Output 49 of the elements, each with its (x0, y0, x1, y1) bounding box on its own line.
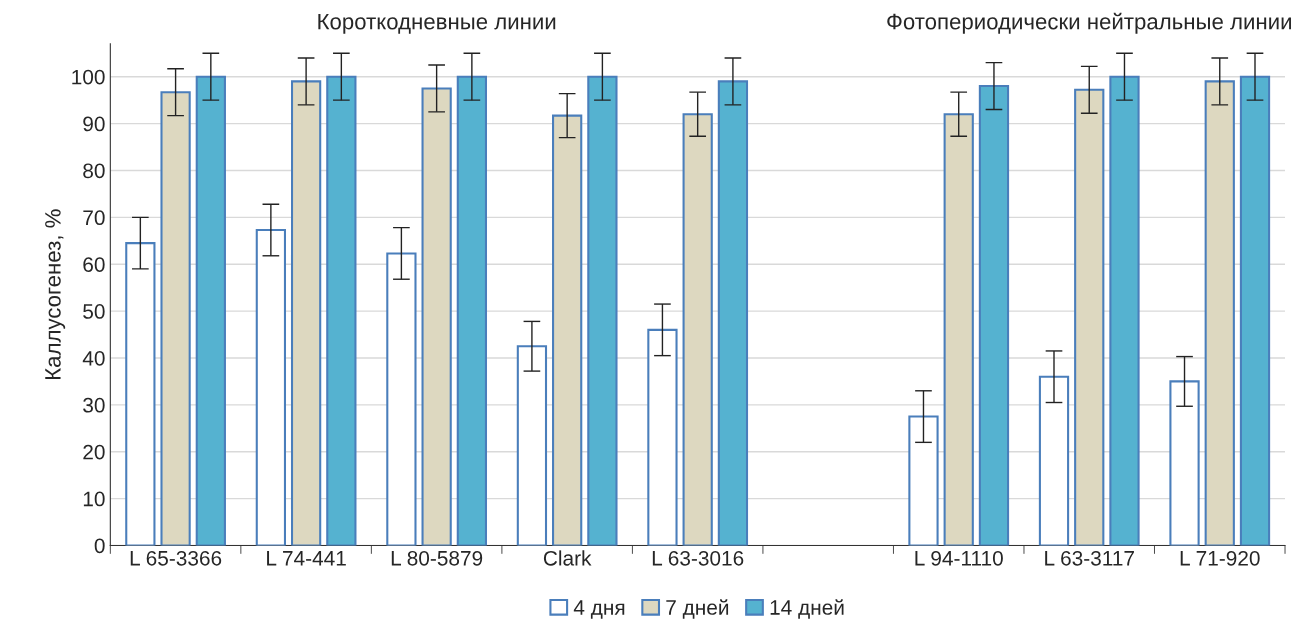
x-tick-label: L 71-920 (1180, 550, 1260, 566)
x-tick-label: L 94-1110 (915, 550, 1003, 566)
bar (587, 75, 618, 546)
bar (908, 415, 939, 546)
legend-label: 14 дней (770, 599, 844, 619)
bar (1109, 75, 1140, 546)
bar (456, 75, 488, 546)
text: Фотопериодически нейтральные линии (887, 12, 1291, 34)
bar (160, 91, 191, 546)
y-tick-label: 10 (83, 491, 105, 507)
y-tick-label: 100 (72, 69, 105, 85)
y-tick-label: 50 (83, 304, 105, 319)
y-tick-label: 30 (83, 397, 105, 413)
legend-label: 4 дня (573, 600, 625, 619)
y-tick-label: 80 (83, 163, 105, 179)
x-tick-label: L 74-441 (267, 551, 346, 566)
bar (1038, 375, 1070, 546)
bar (552, 114, 583, 546)
y-tick-label: 60 (83, 257, 105, 272)
x-tick-label: L 65-3366 (130, 550, 222, 566)
bar (647, 328, 678, 546)
bar (1239, 75, 1271, 546)
legend-label: 7 дней (666, 599, 729, 619)
bar (516, 345, 548, 546)
x-tick-label: L 63-3117 (1045, 550, 1134, 566)
x-tick-label: L 63-3016 (652, 550, 744, 566)
bar (421, 87, 452, 546)
y-tick-label: 40 (82, 350, 105, 366)
y-axis-title: Каллусогенез, % (45, 209, 66, 379)
bar (386, 252, 417, 546)
bar (255, 228, 287, 546)
bar (1204, 80, 1235, 546)
bar (978, 85, 1010, 546)
bar (1169, 380, 1200, 546)
y-tick-label: 70 (83, 210, 105, 226)
x-tick-label: L 80-5879 (391, 550, 483, 566)
bar (290, 80, 322, 546)
text: Короткодневные линии (318, 13, 556, 34)
bar (717, 80, 749, 546)
y-tick-label: 90 (83, 116, 105, 132)
bar (682, 113, 713, 546)
bar (326, 75, 357, 546)
y-tick-label: 20 (83, 444, 105, 460)
bar (125, 242, 156, 546)
bar (943, 113, 974, 546)
x-tick-label: Clark (543, 550, 592, 566)
bar (1074, 88, 1105, 546)
bar (195, 75, 226, 546)
y-tick-label: 0 (94, 538, 105, 554)
